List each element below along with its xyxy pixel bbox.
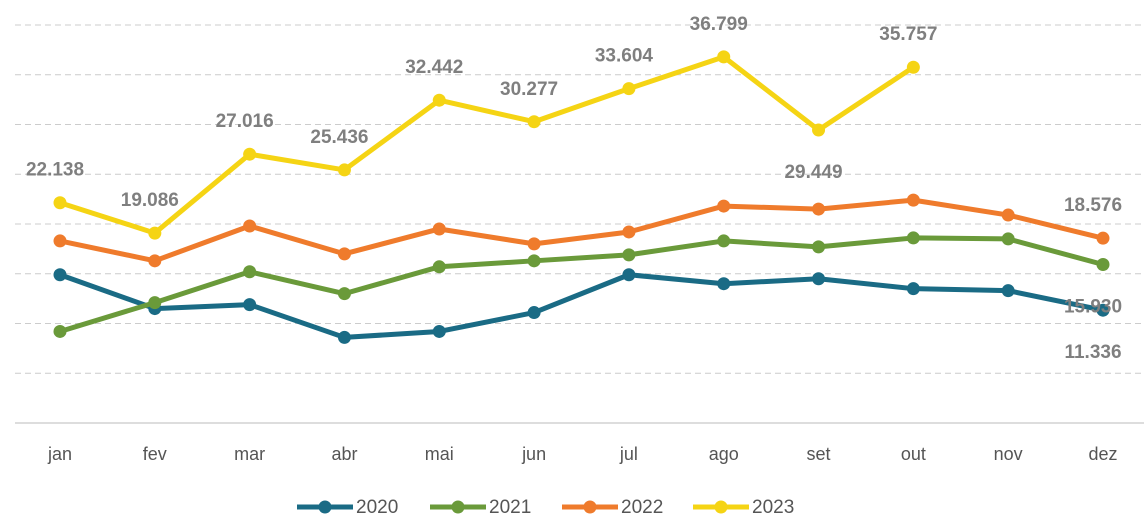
legend-swatch-dot <box>714 500 728 514</box>
data-point <box>1096 231 1110 245</box>
data-label: 22.138 <box>26 160 84 181</box>
x-tick-label: abr <box>331 444 357 464</box>
data-point <box>148 296 162 310</box>
data-point <box>717 199 731 213</box>
data-label: 11.336 <box>1064 342 1121 363</box>
data-point <box>337 247 351 261</box>
data-point <box>1096 257 1110 271</box>
x-tick-label: fev <box>143 444 167 464</box>
data-label: 35.757 <box>879 24 937 45</box>
data-label: 15.930 <box>1064 297 1122 318</box>
series-line <box>59 272 1104 340</box>
x-tick-label: mar <box>234 444 265 464</box>
data-label: 18.576 <box>1064 195 1122 216</box>
x-tick-label: jun <box>521 444 546 464</box>
data-point <box>432 93 446 107</box>
data-point <box>337 287 351 301</box>
legend-label: 2021 <box>489 497 531 517</box>
data-point <box>812 202 826 216</box>
data-point <box>432 324 446 338</box>
data-point <box>148 226 162 240</box>
data-point <box>1001 208 1015 222</box>
data-point <box>906 193 920 207</box>
data-label: 32.442 <box>405 57 463 78</box>
data-label: 19.086 <box>121 190 179 211</box>
data-point <box>53 234 67 248</box>
data-point <box>243 298 257 312</box>
data-point <box>812 272 826 286</box>
data-point <box>243 147 257 161</box>
x-tick-label: dez <box>1088 444 1117 464</box>
legend-swatch-dot <box>583 500 597 514</box>
x-tick-label: jul <box>619 444 638 464</box>
legend-label: 2023 <box>752 497 794 517</box>
data-point <box>148 254 162 268</box>
data-point <box>717 277 731 291</box>
legend-label: 2020 <box>356 497 398 517</box>
x-tick-label: mai <box>425 444 454 464</box>
data-point <box>622 248 636 262</box>
data-point <box>53 268 67 282</box>
data-point <box>527 115 541 129</box>
data-point <box>717 50 731 64</box>
x-tick-label: ago <box>709 444 739 464</box>
data-point <box>527 306 541 320</box>
data-point <box>527 254 541 268</box>
data-point <box>53 324 67 338</box>
data-point <box>527 237 541 251</box>
data-point <box>622 225 636 239</box>
series-line <box>59 235 1104 334</box>
data-label: 27.016 <box>216 111 274 132</box>
data-point <box>432 260 446 274</box>
data-point <box>906 60 920 74</box>
x-tick-label: out <box>901 444 926 464</box>
data-point <box>812 123 826 137</box>
data-label: 33.604 <box>595 46 654 67</box>
data-label: 36.799 <box>690 14 748 35</box>
data-point <box>432 222 446 236</box>
data-point <box>812 240 826 254</box>
data-label: 25.436 <box>310 127 368 148</box>
legend-swatch-dot <box>451 500 465 514</box>
data-point <box>622 268 636 282</box>
series-line <box>59 54 915 236</box>
data-point <box>243 219 257 233</box>
data-label: 30.277 <box>500 79 558 100</box>
data-point <box>243 265 257 279</box>
data-point <box>1096 303 1110 317</box>
series-line <box>59 197 1104 264</box>
data-point <box>906 282 920 296</box>
data-point <box>337 330 351 344</box>
legend-label: 2022 <box>621 497 663 517</box>
data-point <box>717 234 731 248</box>
data-point <box>906 231 920 245</box>
legend-swatch-dot <box>318 500 332 514</box>
data-point <box>53 196 67 210</box>
x-tick-label: nov <box>994 444 1023 464</box>
data-point <box>1001 232 1015 246</box>
x-tick-label: jan <box>47 444 72 464</box>
data-point <box>1001 284 1015 298</box>
data-point <box>622 82 636 96</box>
x-tick-label: set <box>807 444 831 464</box>
data-label: 29.449 <box>784 162 842 183</box>
data-point <box>337 163 351 177</box>
